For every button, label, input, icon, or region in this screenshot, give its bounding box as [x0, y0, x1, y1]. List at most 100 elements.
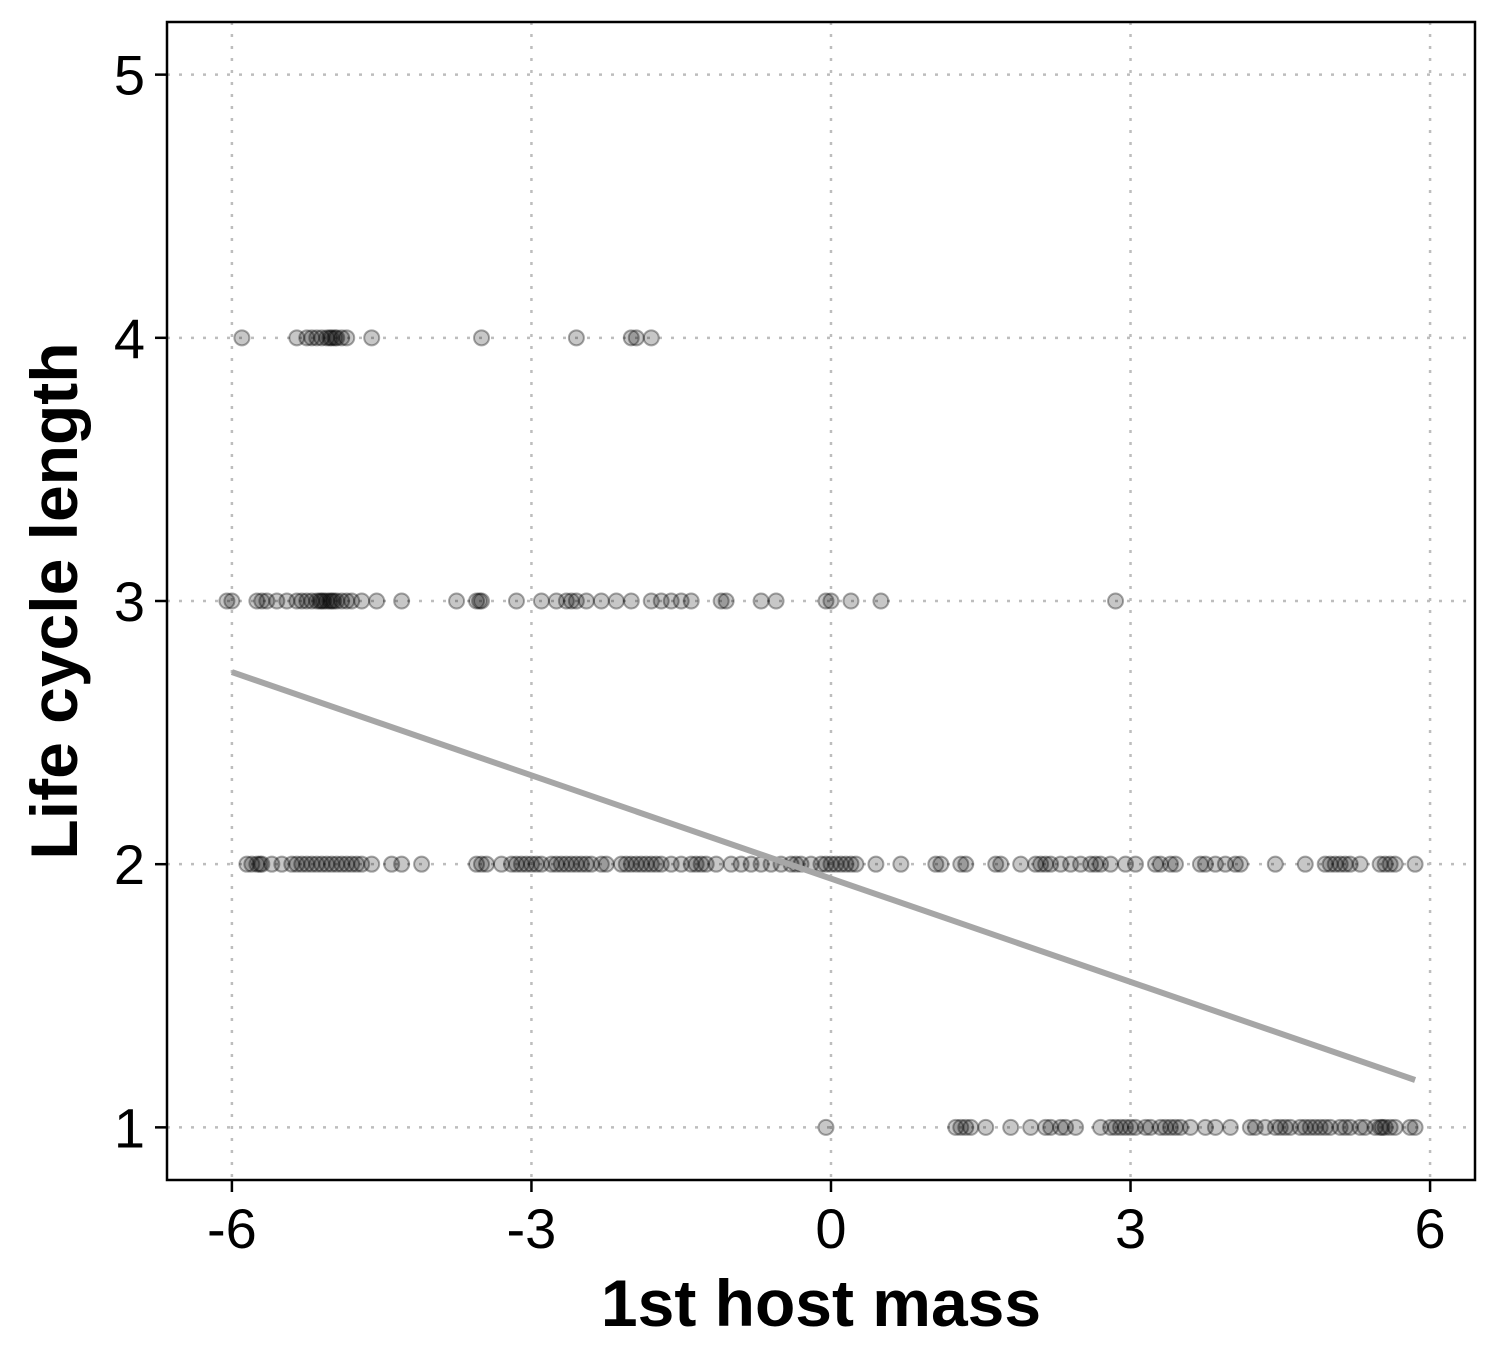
data-point: [308, 855, 326, 873]
data-point: [293, 592, 311, 610]
data-point: [562, 855, 580, 873]
data-point: [258, 592, 276, 610]
data-point: [328, 855, 346, 873]
data-point: [532, 855, 550, 873]
axis-ticks: -6 -3 0 3 6 1 2 3 4 5: [114, 44, 1446, 1260]
data-point: [682, 855, 700, 873]
data-point: [1196, 1118, 1214, 1136]
data-point: [308, 592, 326, 610]
data-point: [1012, 855, 1030, 873]
data-point: [1336, 855, 1354, 873]
fit-line-layer: [230, 669, 1417, 1083]
data-point: [321, 592, 339, 610]
data-point: [1356, 1118, 1374, 1136]
data-point: [333, 855, 351, 873]
data-point: [1062, 855, 1080, 873]
x-tick-label: -6: [207, 1197, 257, 1260]
data-point: [1371, 855, 1389, 873]
data-point: [592, 855, 610, 873]
data-point: [817, 592, 835, 610]
data-point: [311, 592, 329, 610]
data-point: [1092, 855, 1110, 873]
data-point: [547, 855, 565, 873]
data-point: [927, 855, 945, 873]
y-tick-label: 3: [114, 570, 145, 633]
data-point: [353, 855, 371, 873]
data-point: [507, 592, 525, 610]
data-point: [1102, 1118, 1120, 1136]
data-point: [1381, 855, 1399, 873]
data-point: [662, 592, 680, 610]
data-point: [1117, 1118, 1135, 1136]
data-point: [1171, 1118, 1189, 1136]
data-point: [1137, 1118, 1155, 1136]
data-point: [847, 855, 865, 873]
data-point: [1256, 1118, 1274, 1136]
data-point: [1226, 855, 1244, 873]
data-point: [892, 855, 910, 873]
data-point: [1351, 1118, 1369, 1136]
data-point: [567, 329, 585, 347]
data-point: [338, 855, 356, 873]
data-point: [752, 592, 770, 610]
data-point: [363, 329, 381, 347]
data-point: [837, 855, 855, 873]
data-point: [1386, 1118, 1404, 1136]
data-point: [582, 855, 600, 873]
data-point: [218, 592, 236, 610]
data-point: [1151, 1118, 1169, 1136]
data-point: [363, 855, 381, 873]
data-point: [303, 329, 321, 347]
x-tick-label: -3: [507, 1197, 557, 1260]
data-point: [1057, 1118, 1075, 1136]
data-point: [1386, 855, 1404, 873]
data-point: [473, 855, 491, 873]
data-point: [1266, 855, 1284, 873]
data-point: [1022, 1118, 1040, 1136]
data-point: [672, 592, 690, 610]
data-point: [1107, 1118, 1125, 1136]
data-point: [268, 592, 286, 610]
data-point: [338, 329, 356, 347]
x-tick-label: 6: [1414, 1197, 1445, 1260]
data-point: [687, 855, 705, 873]
data-point: [1406, 1118, 1424, 1136]
data-point: [1326, 855, 1344, 873]
data-point: [1341, 855, 1359, 873]
data-point: [478, 855, 496, 873]
data-point: [1341, 1118, 1359, 1136]
data-point: [1151, 855, 1169, 873]
data-point: [1336, 1118, 1354, 1136]
data-point: [567, 592, 585, 610]
data-point: [1042, 855, 1060, 873]
data-point: [313, 329, 331, 347]
data-point: [987, 855, 1005, 873]
data-point: [527, 855, 545, 873]
data-point: [832, 855, 850, 873]
data-point: [622, 855, 640, 873]
data-point: [283, 855, 301, 873]
data-point: [1281, 1118, 1299, 1136]
x-axis-title: 1st host mass: [601, 1266, 1041, 1340]
data-point: [652, 855, 670, 873]
data-point: [1406, 855, 1424, 873]
data-point: [507, 855, 525, 873]
data-point: [732, 855, 750, 873]
data-point: [233, 329, 251, 347]
data-point: [333, 329, 351, 347]
data-point: [1206, 1118, 1224, 1136]
data-point: [473, 592, 491, 610]
data-point: [1246, 1118, 1264, 1136]
data-point: [323, 592, 341, 610]
data-point: [1276, 1118, 1294, 1136]
data-point: [313, 855, 331, 873]
data-point: [1271, 1118, 1289, 1136]
data-point: [468, 592, 486, 610]
data-point: [707, 855, 725, 873]
data-point: [1161, 1118, 1179, 1136]
data-point: [1107, 592, 1125, 610]
data-point: [827, 855, 845, 873]
data-point: [817, 1118, 835, 1136]
data-point: [1331, 855, 1349, 873]
data-point: [343, 855, 361, 873]
